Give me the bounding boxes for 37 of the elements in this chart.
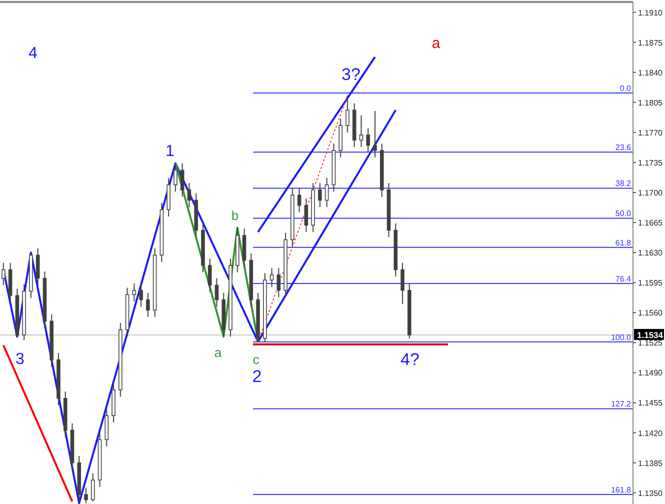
- y-tick-label: 1.1665: [638, 218, 664, 228]
- annotation: 127.2: [610, 400, 632, 409]
- y-tick-label: 1.1490: [638, 368, 664, 378]
- y-tick-label: 1.1350: [638, 488, 664, 498]
- y-tick-label: 1.1875: [638, 38, 664, 48]
- y-tick-label: 1.1525: [638, 338, 664, 348]
- y-tick-label: 1.1910: [638, 8, 664, 18]
- annotation: 4: [28, 45, 38, 62]
- y-tick-label: 1.1770: [638, 128, 664, 138]
- annotation: 23.6: [615, 143, 632, 152]
- annotation: c: [252, 352, 260, 367]
- annotation: b: [231, 208, 239, 223]
- annotation: 3?: [342, 65, 360, 84]
- annotation: 161.8: [610, 486, 632, 495]
- y-tick-label: 1.1595: [638, 278, 664, 288]
- annotation: a: [214, 345, 222, 360]
- y-tick-label: 1.1700: [638, 188, 664, 198]
- annotation: 2: [252, 367, 262, 386]
- annotation: 0.0: [620, 84, 632, 93]
- y-tick-label: 1.1735: [638, 158, 664, 168]
- y-tick-label: 1.1420: [638, 428, 664, 438]
- annotation: 3: [16, 351, 25, 368]
- annotation: a: [432, 35, 441, 52]
- annotation: 4?: [400, 350, 420, 369]
- ref-line-label: 1.1534: [637, 330, 664, 340]
- annotation: 100.0: [610, 332, 632, 342]
- y-tick-label: 1.1385: [638, 458, 664, 468]
- annotation: 50.0: [615, 209, 632, 218]
- annotation: 61.8: [615, 238, 632, 248]
- y-tick-label: 1.1560: [638, 308, 664, 318]
- y-tick-label: 1.1805: [638, 98, 664, 108]
- y-tick-label: 1.1630: [638, 248, 664, 258]
- y-tick-label: 1.1840: [638, 68, 664, 78]
- y-tick-label: 1.1455: [638, 398, 664, 408]
- annotation: 1: [166, 143, 175, 160]
- annotation: 76.4: [615, 274, 632, 284]
- annotation: 38.2: [615, 179, 632, 188]
